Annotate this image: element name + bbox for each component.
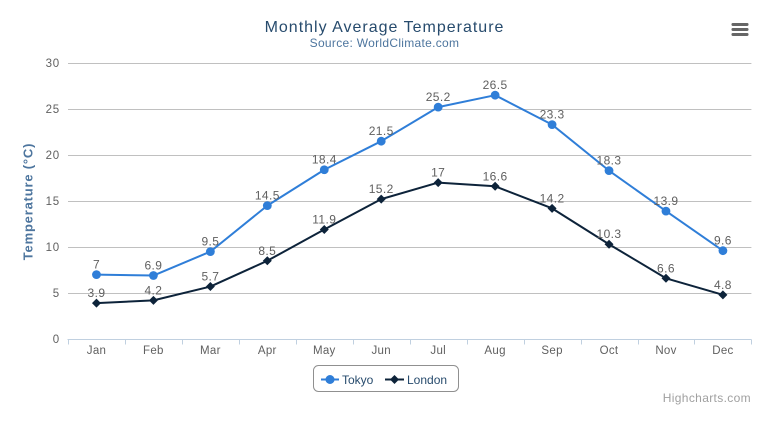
svg-text:Feb: Feb (143, 345, 164, 357)
svg-text:25: 25 (46, 104, 60, 116)
svg-text:18.3: 18.3 (597, 154, 622, 168)
svg-text:15.2: 15.2 (369, 182, 394, 196)
svg-text:Highcharts.com: Highcharts.com (663, 391, 751, 405)
svg-text:14.2: 14.2 (540, 191, 565, 205)
svg-text:17: 17 (431, 166, 445, 180)
svg-text:23.3: 23.3 (540, 108, 565, 122)
svg-text:May: May (313, 345, 336, 357)
svg-text:Nov: Nov (655, 345, 676, 357)
svg-text:Monthly Average Temperature: Monthly Average Temperature (265, 19, 505, 36)
svg-text:9.6: 9.6 (714, 234, 732, 248)
svg-text:13.9: 13.9 (654, 194, 679, 208)
svg-text:6.9: 6.9 (144, 259, 162, 273)
svg-text:18.4: 18.4 (312, 153, 337, 167)
svg-text:4.8: 4.8 (714, 278, 732, 292)
svg-text:Dec: Dec (712, 345, 733, 357)
svg-text:16.6: 16.6 (483, 169, 508, 183)
svg-text:10: 10 (46, 242, 60, 254)
svg-text:Jul: Jul (430, 345, 446, 357)
svg-text:14.5: 14.5 (255, 189, 280, 203)
svg-text:21.5: 21.5 (369, 124, 394, 138)
svg-text:6.6: 6.6 (657, 261, 675, 275)
svg-text:11.9: 11.9 (312, 213, 336, 227)
svg-text:Source: WorldClimate.com: Source: WorldClimate.com (310, 36, 460, 50)
svg-text:10.3: 10.3 (597, 227, 622, 241)
svg-text:Aug: Aug (484, 345, 505, 357)
svg-text:Mar: Mar (200, 345, 221, 357)
svg-text:5: 5 (53, 288, 60, 300)
svg-text:8.5: 8.5 (258, 244, 276, 258)
svg-text:Sep: Sep (541, 345, 562, 357)
svg-text:Jun: Jun (371, 345, 390, 357)
svg-text:0: 0 (53, 334, 60, 346)
svg-text:3.9: 3.9 (88, 286, 106, 300)
svg-text:Oct: Oct (600, 345, 619, 357)
svg-text:5.7: 5.7 (201, 270, 219, 284)
svg-text:30: 30 (46, 58, 60, 70)
svg-text:Tokyo: Tokyo (342, 373, 374, 387)
svg-text:15: 15 (46, 196, 60, 208)
svg-text:Apr: Apr (258, 345, 277, 357)
svg-text:7: 7 (93, 258, 100, 272)
svg-text:9.5: 9.5 (201, 235, 219, 249)
svg-text:4.2: 4.2 (144, 283, 162, 297)
svg-text:London: London (407, 373, 447, 387)
svg-text:Jan: Jan (87, 345, 106, 357)
svg-text:Temperature (°C): Temperature (°C) (21, 143, 36, 260)
svg-text:25.2: 25.2 (426, 90, 451, 104)
svg-text:20: 20 (46, 150, 60, 162)
svg-text:26.5: 26.5 (483, 78, 508, 92)
